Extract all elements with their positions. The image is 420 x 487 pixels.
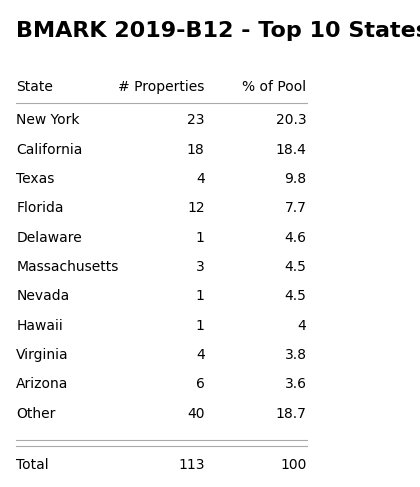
Text: 3: 3 <box>196 260 205 274</box>
Text: 18.7: 18.7 <box>276 407 307 421</box>
Text: 7.7: 7.7 <box>285 202 307 215</box>
Text: 100: 100 <box>280 458 307 472</box>
Text: 18: 18 <box>187 143 205 157</box>
Text: 3.6: 3.6 <box>284 377 307 392</box>
Text: 113: 113 <box>178 458 205 472</box>
Text: # Properties: # Properties <box>118 80 205 94</box>
Text: 4.5: 4.5 <box>285 260 307 274</box>
Text: California: California <box>16 143 83 157</box>
Text: Arizona: Arizona <box>16 377 68 392</box>
Text: 1: 1 <box>196 289 205 303</box>
Text: Total: Total <box>16 458 49 472</box>
Text: Massachusetts: Massachusetts <box>16 260 118 274</box>
Text: Delaware: Delaware <box>16 231 82 245</box>
Text: 20.3: 20.3 <box>276 113 307 128</box>
Text: % of Pool: % of Pool <box>242 80 307 94</box>
Text: 4: 4 <box>196 172 205 186</box>
Text: 3.8: 3.8 <box>284 348 307 362</box>
Text: Virginia: Virginia <box>16 348 69 362</box>
Text: 12: 12 <box>187 202 205 215</box>
Text: 40: 40 <box>187 407 205 421</box>
Text: 6: 6 <box>196 377 205 392</box>
Text: Texas: Texas <box>16 172 55 186</box>
Text: 4.6: 4.6 <box>284 231 307 245</box>
Text: 1: 1 <box>196 318 205 333</box>
Text: Nevada: Nevada <box>16 289 69 303</box>
Text: State: State <box>16 80 53 94</box>
Text: 4.5: 4.5 <box>285 289 307 303</box>
Text: 18.4: 18.4 <box>276 143 307 157</box>
Text: Hawaii: Hawaii <box>16 318 63 333</box>
Text: 9.8: 9.8 <box>284 172 307 186</box>
Text: 23: 23 <box>187 113 205 128</box>
Text: 1: 1 <box>196 231 205 245</box>
Text: BMARK 2019-B12 - Top 10 States: BMARK 2019-B12 - Top 10 States <box>16 21 420 41</box>
Text: 4: 4 <box>298 318 307 333</box>
Text: Florida: Florida <box>16 202 64 215</box>
Text: Other: Other <box>16 407 55 421</box>
Text: 4: 4 <box>196 348 205 362</box>
Text: New York: New York <box>16 113 80 128</box>
